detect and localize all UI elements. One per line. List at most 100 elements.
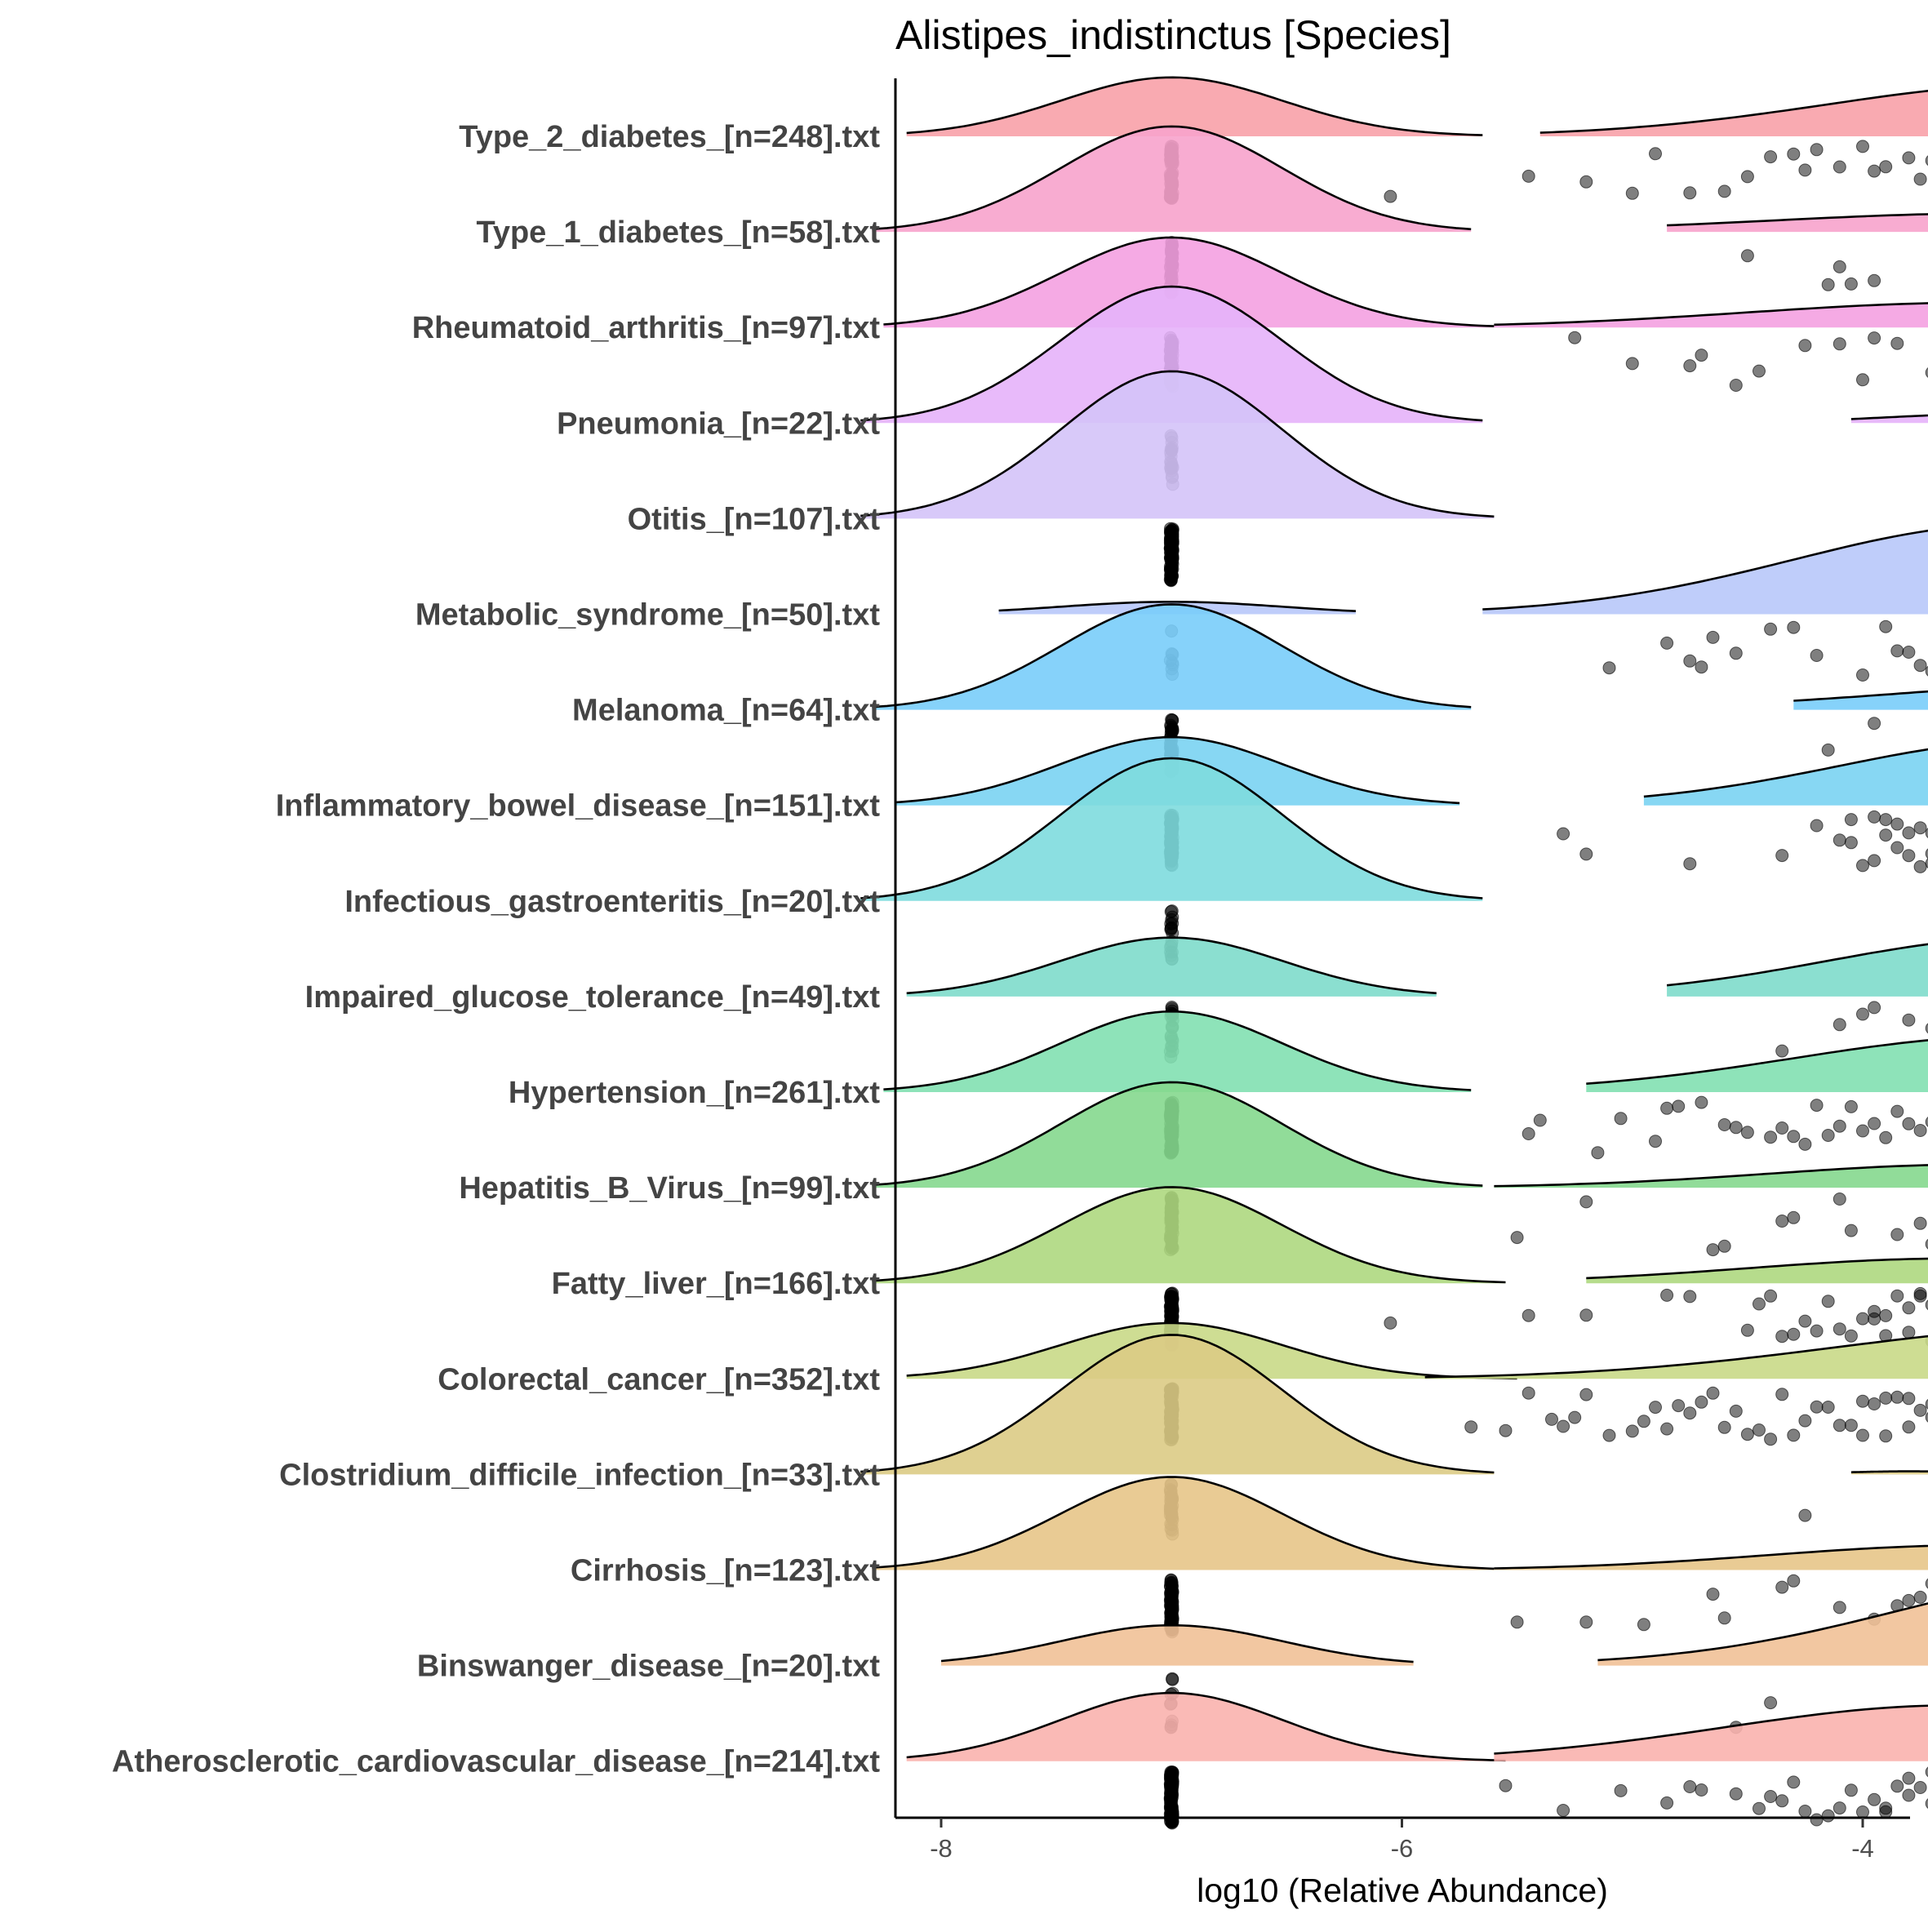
data-point [1902, 849, 1916, 863]
data-point [1384, 189, 1397, 203]
zero-data-point [1166, 535, 1179, 549]
x-tick-label: -4 [1851, 1834, 1874, 1863]
data-point [1775, 1580, 1789, 1594]
data-point [1706, 1588, 1720, 1601]
data-point [1545, 1412, 1558, 1426]
data-point [1740, 1323, 1754, 1337]
data-point [1832, 833, 1846, 847]
data-point [1902, 1771, 1916, 1785]
data-point [1913, 1781, 1927, 1794]
data-point [1660, 1422, 1674, 1436]
data-point [1764, 1130, 1778, 1144]
data-point [1695, 660, 1708, 674]
data-point [1902, 646, 1916, 659]
data-point [1706, 630, 1720, 644]
category-label: Metabolic_syndrome_[n=50].txt [415, 598, 880, 633]
data-point [1856, 140, 1869, 153]
abundance-density-fill [1424, 1336, 1928, 1379]
data-point [1832, 337, 1846, 351]
data-point [1868, 1312, 1881, 1326]
data-point [1522, 1127, 1535, 1140]
data-point [1660, 1796, 1674, 1810]
data-point [1787, 620, 1801, 634]
data-point [1821, 1295, 1835, 1308]
x-tick-label: -6 [1391, 1834, 1414, 1863]
zero-density-outline [906, 1321, 1517, 1380]
data-point [1856, 859, 1869, 873]
data-point [1856, 1805, 1869, 1819]
category-label: Cirrhosis_[n=123].txt [571, 1554, 880, 1588]
data-point [1832, 260, 1846, 273]
zero-density-fill [860, 371, 1495, 519]
category-label: Inflammatory_bowel_disease_[n=151].txt [276, 789, 881, 824]
data-point [1925, 1798, 1928, 1810]
data-point [1753, 1423, 1766, 1437]
data-point [1844, 1783, 1858, 1797]
data-point [1913, 821, 1927, 835]
data-point [1625, 357, 1639, 371]
abundance-density-fill [1667, 214, 1928, 233]
data-point [1890, 1228, 1904, 1241]
data-point [1821, 1809, 1835, 1823]
category-label: Fatty_liver_[n=166].txt [552, 1267, 881, 1301]
zero-density-fill [906, 937, 1437, 997]
abundance-density-outline [1793, 690, 1928, 702]
data-point [1925, 1023, 1928, 1034]
zero-density-fill [872, 126, 1472, 233]
data-point [1879, 1130, 1893, 1144]
abundance-density-outline [1494, 302, 1928, 326]
data-point [1868, 1792, 1881, 1806]
zero-data-point [1164, 1787, 1178, 1801]
data-point [1890, 644, 1904, 658]
zero-data-point [1166, 1602, 1179, 1616]
data-point [1810, 1099, 1824, 1113]
data-point [1683, 1406, 1697, 1420]
data-point [1649, 147, 1662, 161]
data-point [1868, 810, 1881, 824]
data-point [1890, 841, 1904, 855]
data-point [1902, 1013, 1916, 1027]
ridge-row [906, 1691, 1928, 1830]
data-point [1740, 1428, 1754, 1441]
x-axis: -8-6-4-20 [930, 1818, 1874, 1863]
data-point [1672, 1099, 1686, 1113]
category-label: Binswanger_disease_[n=20].txt [417, 1650, 880, 1684]
data-point [1902, 1420, 1916, 1434]
data-point [1890, 336, 1904, 350]
data-point [1844, 813, 1858, 827]
data-point [1522, 1308, 1535, 1322]
zero-density-fill [860, 758, 1483, 901]
data-point [1775, 1794, 1789, 1808]
abundance-density-outline [1482, 529, 1928, 611]
data-point [1925, 1766, 1928, 1778]
data-point [1821, 743, 1835, 757]
data-point [1810, 1813, 1824, 1827]
data-point [1510, 1231, 1524, 1245]
zero-density-outline [860, 285, 1483, 422]
data-point [1913, 172, 1927, 186]
data-point [1787, 1327, 1801, 1341]
data-point [1925, 155, 1928, 167]
zero-density-outline [860, 370, 1495, 518]
chart-title: Alistipes_indistinctus [Species] [895, 12, 1451, 58]
data-point [1810, 649, 1824, 662]
abundance-density-fill [1494, 1705, 1928, 1761]
data-point [1660, 636, 1674, 650]
data-point [1810, 143, 1824, 157]
data-point [1925, 367, 1928, 378]
zero-density-outline [872, 1476, 1495, 1570]
zero-density-outline [906, 76, 1483, 136]
ridge-row [872, 1186, 1928, 1352]
data-point [1764, 622, 1778, 636]
data-point [1879, 620, 1893, 633]
data-point [1925, 1117, 1928, 1127]
data-point [1844, 1224, 1858, 1237]
data-point [1695, 1783, 1708, 1797]
category-label: Otitis_[n=107].txt [628, 502, 881, 536]
data-point [1557, 827, 1570, 841]
data-point [1868, 1397, 1881, 1410]
abundance-density-fill [1539, 91, 1928, 136]
data-point [1464, 1420, 1478, 1434]
data-point [1602, 661, 1616, 675]
data-point [1740, 1126, 1754, 1139]
